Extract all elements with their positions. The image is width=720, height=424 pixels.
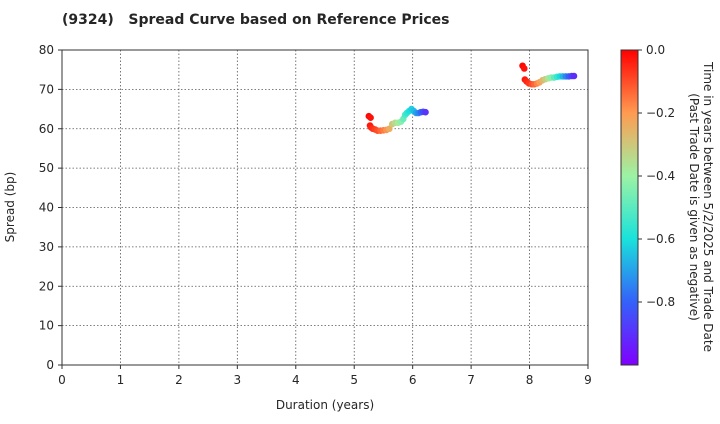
data-point [422, 108, 429, 116]
colorbar-label-line: (Past Trade Date is given as negative) [687, 93, 701, 321]
y-tick-label: 70 [39, 82, 54, 96]
y-axis-label: Spread (bp) [3, 172, 17, 243]
y-tick-label: 60 [39, 122, 54, 136]
colorbar-ticks: 0.0 −0.2 −0.4 −0.6 −0.8 [638, 43, 675, 309]
x-tick-label: 1 [117, 373, 125, 387]
data-point [570, 72, 578, 80]
colorbar-label: Time in years between 5/2/2025 and Trade… [687, 61, 715, 352]
colorbar-tick-label: −0.4 [646, 169, 675, 183]
y-tick-label: 10 [39, 319, 54, 333]
x-tick-label: 8 [526, 373, 534, 387]
data-point [385, 125, 393, 133]
x-tick-label: 2 [175, 373, 183, 387]
x-tick-label: 4 [292, 373, 300, 387]
x-tick-label: 7 [467, 373, 475, 387]
colorbar-label-line: Time in years between 5/2/2025 and Trade… [701, 61, 715, 352]
colorbar-tick-label: −0.8 [646, 295, 675, 309]
y-tick-label: 30 [39, 240, 54, 254]
y-tick-label: 0 [46, 358, 54, 372]
x-tick-label: 5 [350, 373, 358, 387]
x-axis-label: Duration (years) [276, 398, 374, 412]
y-tick-label: 40 [39, 201, 54, 215]
data-point [367, 114, 374, 122]
x-tick-label: 6 [409, 373, 417, 387]
chart-title: (9324) Spread Curve based on Reference P… [62, 12, 450, 28]
y-tick-label: 50 [39, 161, 54, 175]
x-tick-label: 3 [234, 373, 242, 387]
scatter-points [365, 62, 578, 135]
y-axis-ticks: 0 10 20 30 40 50 60 70 80 [39, 43, 62, 372]
colorbar [620, 49, 639, 366]
x-axis-ticks: 0 1 2 3 4 5 6 7 8 9 [58, 365, 592, 387]
colorbar-tick-label: 0.0 [646, 43, 665, 57]
y-tick-label: 20 [39, 279, 54, 293]
colorbar-tick-label: −0.6 [646, 232, 675, 246]
data-point [520, 65, 528, 72]
x-tick-label: 9 [584, 373, 592, 387]
colorbar-tick-label: −0.2 [646, 106, 675, 120]
x-tick-label: 0 [58, 373, 66, 387]
y-tick-label: 80 [39, 43, 54, 57]
grid-lines [62, 50, 588, 365]
